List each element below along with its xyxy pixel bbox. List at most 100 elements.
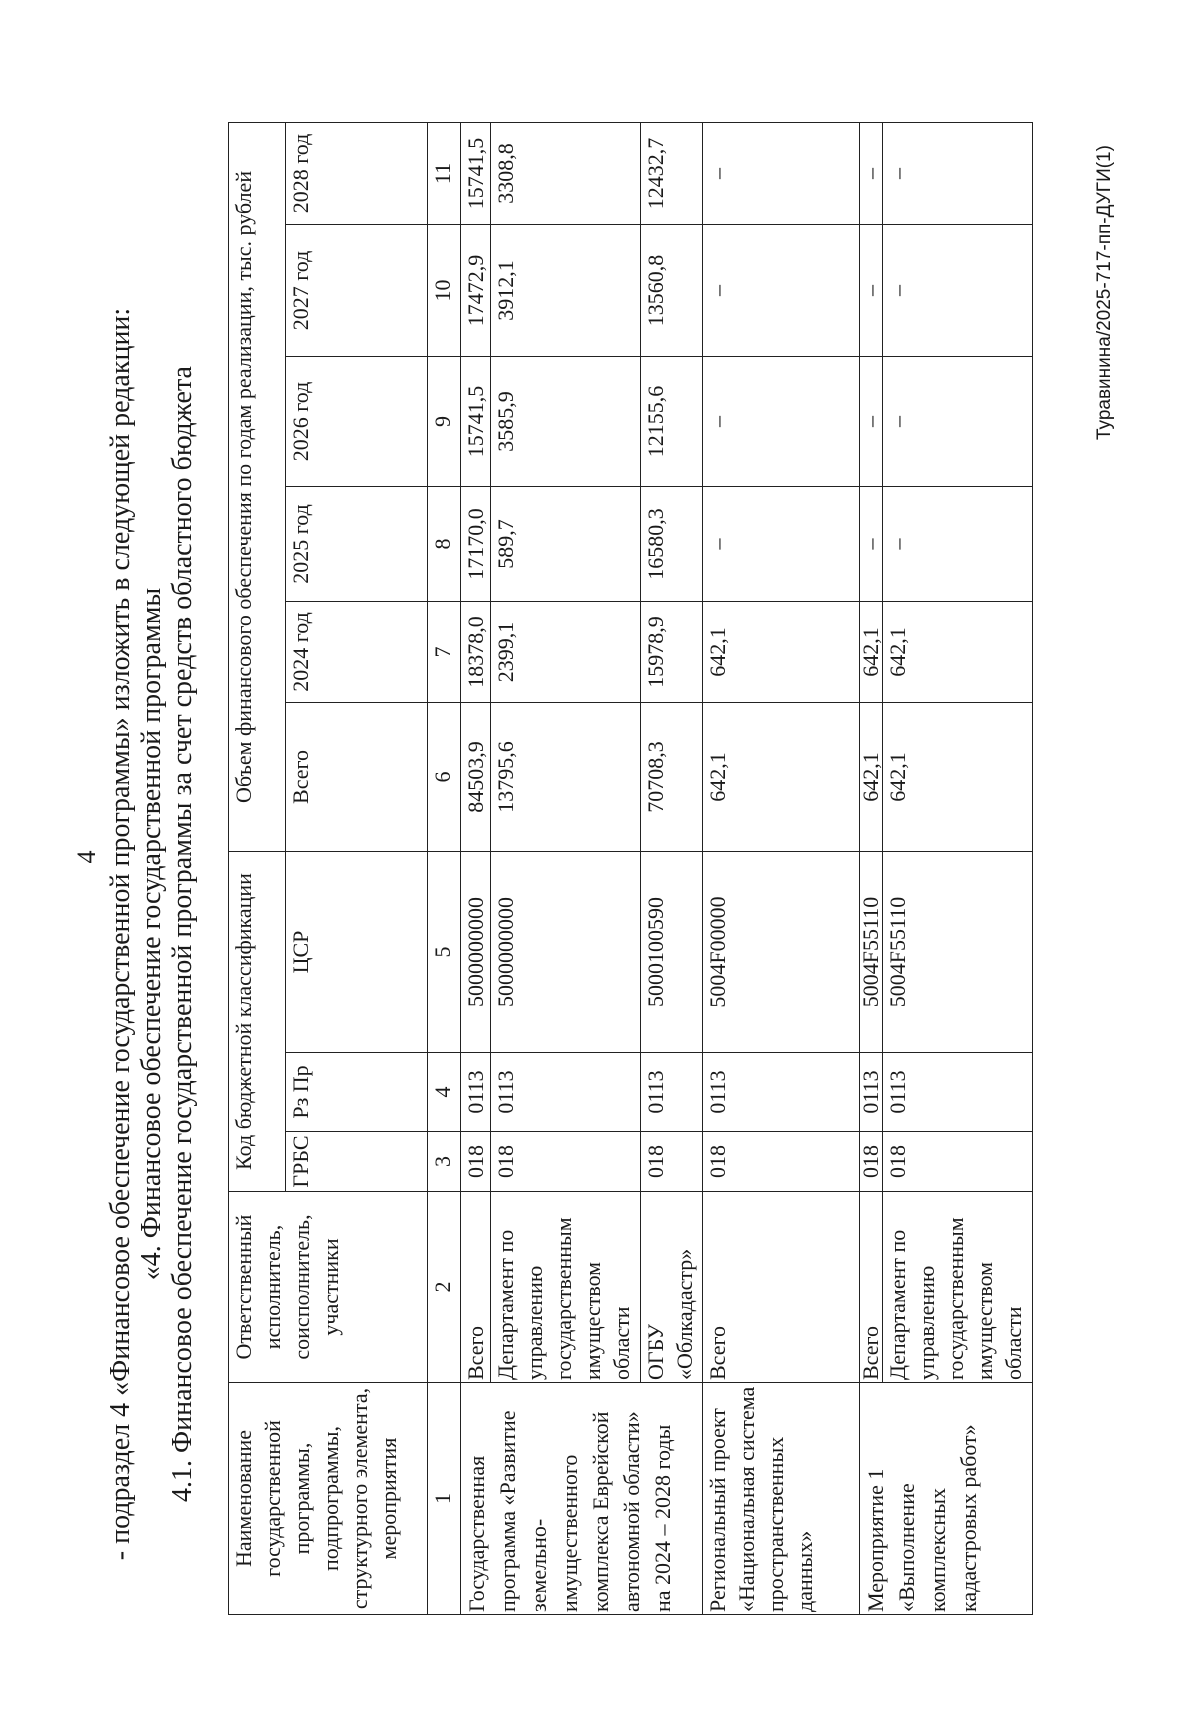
value-2025: – (859, 486, 883, 602)
page-number: 4 (72, 850, 101, 864)
regional-project-name: Региональный проект «Национальная систем… (702, 1382, 860, 1615)
header-funding: Объем финансового обеспечения по годам р… (228, 122, 286, 852)
column-number: 11 (427, 122, 461, 225)
rzpr: 0113 (640, 1052, 703, 1132)
column-number: 4 (427, 1052, 461, 1132)
value-2027: – (882, 224, 1033, 357)
header-total: Всего (285, 702, 428, 852)
executor: Департамент по управлению государственны… (490, 1191, 641, 1383)
value-2028: 12432,7 (640, 122, 703, 225)
executor: ОГБУ «Облкадастр» (640, 1191, 703, 1383)
value-2024: 15978,9 (640, 601, 703, 703)
csr: 5004F55110 (859, 851, 883, 1053)
executor: Департамент по управлению государственны… (882, 1191, 1033, 1383)
heading-line-2: «4. Финансовое обеспечение государственн… (136, 587, 167, 1281)
value-2026: – (859, 356, 883, 487)
value-2027: 17472,9 (460, 224, 491, 357)
header-csr: ЦСР (285, 851, 428, 1053)
header-year: 2027 год (285, 224, 428, 357)
header-rzpr: Рз Пр (285, 1052, 428, 1132)
value-2027: – (702, 224, 860, 357)
header-year: 2028 год (285, 122, 428, 225)
rzpr: 0113 (490, 1052, 641, 1132)
rzpr: 0113 (859, 1052, 883, 1132)
column-number: 9 (427, 356, 461, 487)
column-number: 10 (427, 224, 461, 357)
column-number: 5 (427, 851, 461, 1053)
header-executor: Ответственный исполнитель, соисполнитель… (228, 1191, 428, 1383)
header-budget-code: Код бюджетной классификации (228, 851, 286, 1192)
grbs: 018 (460, 1131, 491, 1192)
grbs: 018 (702, 1131, 860, 1192)
executor: Всего (702, 1191, 860, 1383)
value-2025: 17170,0 (460, 486, 491, 602)
column-number: 3 (427, 1131, 461, 1192)
heading-line-1: - подраздел 4 «Финансовое обеспечение го… (105, 307, 136, 1561)
value-total: 84503,9 (460, 702, 491, 852)
value-2024: 642,1 (702, 601, 860, 703)
financing-table: Наименование государственной программы, … (228, 122, 1033, 1615)
grbs: 018 (882, 1131, 1033, 1192)
value-2024: 18378,0 (460, 601, 491, 703)
value-total: 13795,6 (490, 702, 641, 852)
executor: Всего (859, 1191, 883, 1383)
value-total: 70708,3 (640, 702, 703, 852)
section-heading: - подраздел 4 «Финансовое обеспечение го… (105, 154, 198, 1714)
column-number-row: 1 2 3 4 5 6 7 8 9 10 11 (427, 122, 461, 1615)
value-2028: 3308,8 (490, 122, 641, 225)
value-2026: – (882, 356, 1033, 487)
value-2028: – (859, 122, 883, 225)
measure-name: Мероприятие 1 «Выполнение комплексных ка… (859, 1382, 1033, 1615)
csr: 5000000000 (460, 851, 491, 1053)
value-2026: – (702, 356, 860, 487)
value-2026: 12155,6 (640, 356, 703, 487)
value-total: 642,1 (702, 702, 860, 852)
column-number: 1 (427, 1382, 461, 1615)
executor: Всего (460, 1191, 491, 1383)
program-name: Государственная программа «Развитие земе… (460, 1382, 703, 1615)
rzpr: 0113 (460, 1052, 491, 1132)
document-footer-id: Туравинина/2025-717-пп-ДУГИ(1) (1094, 145, 1115, 440)
grbs: 018 (859, 1131, 883, 1192)
csr: 5004F55110 (882, 851, 1033, 1053)
heading-line-3: 4.1. Финансовое обеспечение государствен… (167, 366, 198, 1502)
grbs: 018 (490, 1131, 641, 1192)
value-2025: – (702, 486, 860, 602)
table-row: Государственная программа «Развитие земе… (460, 122, 703, 1615)
value-2025: 16580,3 (640, 486, 703, 602)
csr: 5004F00000 (702, 851, 860, 1053)
column-number: 6 (427, 702, 461, 852)
value-2024: 2399,1 (490, 601, 641, 703)
header-year: 2026 год (285, 356, 428, 487)
csr: 5000000000 (490, 851, 641, 1053)
column-number: 7 (427, 601, 461, 703)
value-2028: – (702, 122, 860, 225)
value-2025: 589,7 (490, 486, 641, 602)
header-year: 2025 год (285, 486, 428, 602)
value-2026: 15741,5 (460, 356, 491, 487)
value-2027: 13560,8 (640, 224, 703, 357)
column-number: 2 (427, 1191, 461, 1383)
value-2028: 15741,5 (460, 122, 491, 225)
value-total: 642,1 (859, 702, 883, 852)
value-2025: – (882, 486, 1033, 602)
value-2027: 3912,1 (490, 224, 641, 357)
table-row: Мероприятие 1 «Выполнение комплексных ка… (859, 122, 1033, 1615)
csr: 5000100590 (640, 851, 703, 1053)
header-name: Наименование государственной программы, … (228, 1382, 428, 1615)
header-grbs: ГРБС (285, 1131, 428, 1192)
header-year: 2024 год (285, 601, 428, 703)
value-2024: 642,1 (859, 601, 883, 703)
value-2027: – (859, 224, 883, 357)
rzpr: 0113 (882, 1052, 1033, 1132)
rzpr: 0113 (702, 1052, 860, 1132)
value-2028: – (882, 122, 1033, 225)
column-number: 8 (427, 486, 461, 602)
header-row: Наименование государственной программы, … (228, 122, 428, 1615)
grbs: 018 (640, 1131, 703, 1192)
value-2026: 3585,9 (490, 356, 641, 487)
table-row: Региональный проект «Национальная систем… (702, 122, 860, 1615)
value-2024: 642,1 (882, 601, 1033, 703)
value-total: 642,1 (882, 702, 1033, 852)
